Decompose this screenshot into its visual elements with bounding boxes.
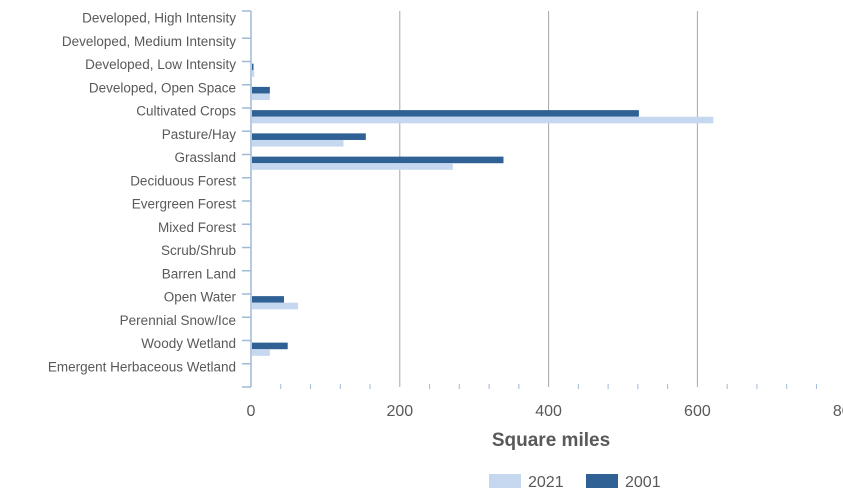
category-label: Woody Wetland xyxy=(141,336,236,351)
legend-swatch-2001 xyxy=(586,474,618,488)
legend-swatch-2021 xyxy=(489,474,521,488)
category-label: Open Water xyxy=(164,290,237,305)
bar-2001-6 xyxy=(252,156,504,164)
x-axis-title: Square miles xyxy=(492,430,610,451)
category-label: Grassland xyxy=(174,150,236,165)
category-label: Developed, Low Intensity xyxy=(85,57,236,72)
x-tick-label: 0 xyxy=(247,403,256,420)
bar-2021-14 xyxy=(252,349,270,356)
category-label: Barren Land xyxy=(162,266,236,281)
legend-label-2021: 2021 xyxy=(528,474,564,488)
x-tick-label: 600 xyxy=(684,403,711,420)
category-label: Perennial Snow/Ice xyxy=(120,313,236,328)
bar-2001-14 xyxy=(252,342,288,350)
category-label: Cultivated Crops xyxy=(136,104,236,119)
bar-2021-6 xyxy=(252,163,453,170)
category-label: Developed, Medium Intensity xyxy=(62,34,236,49)
bar-2001-5 xyxy=(252,133,366,140)
legend-label-2001: 2001 xyxy=(625,474,661,488)
bar-2021-4 xyxy=(252,116,714,124)
bar-2021-2 xyxy=(252,70,255,77)
x-tick-label: 800 xyxy=(833,403,843,420)
category-label: Evergreen Forest xyxy=(132,197,237,212)
bar-2021-12 xyxy=(252,302,299,310)
category-label: Mixed Forest xyxy=(158,220,236,235)
category-label: Pasture/Hay xyxy=(162,127,237,142)
x-tick-label: 200 xyxy=(386,403,413,420)
bar-2001-2 xyxy=(252,63,254,71)
category-label: Emergent Herbaceous Wetland xyxy=(48,359,236,374)
category-label: Scrub/Shrub xyxy=(161,243,236,258)
bar-2001-12 xyxy=(252,296,284,303)
bar-2001-3 xyxy=(252,86,270,94)
x-tick-label: 400 xyxy=(535,403,562,420)
category-label: Developed, High Intensity xyxy=(82,11,236,26)
bar-2021-5 xyxy=(252,139,344,147)
category-label: Deciduous Forest xyxy=(130,173,236,188)
bar-2021-3 xyxy=(252,93,270,101)
category-label: Developed, Open Space xyxy=(89,80,236,95)
bar-2001-4 xyxy=(252,110,639,117)
